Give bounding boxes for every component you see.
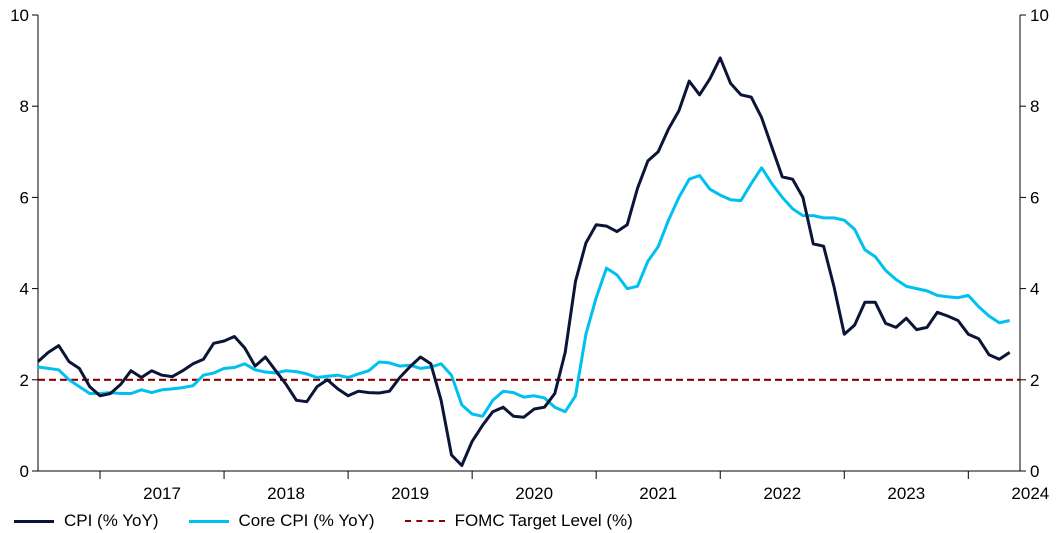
right-y-tick-label: 4 xyxy=(1030,280,1039,299)
legend-label-fomc-target: FOMC Target Level (%) xyxy=(454,511,633,530)
left-y-axis: 0 2 4 6 8 10 xyxy=(10,6,39,481)
x-tick-label: 2024 xyxy=(1011,484,1049,503)
legend-label-cpi: CPI (% YoY) xyxy=(64,511,159,530)
legend: CPI (% YoY) Core CPI (% YoY) FOMC Target… xyxy=(14,510,663,532)
right-y-tick-label: 0 xyxy=(1030,462,1039,481)
x-tick-label: 2020 xyxy=(515,484,553,503)
right-y-tick-label: 10 xyxy=(1030,6,1049,25)
legend-item-cpi: CPI (% YoY) xyxy=(14,511,159,531)
x-axis: 2017 2018 2019 2020 2021 2022 2023 2024 xyxy=(38,470,1049,503)
x-tick-label: 2019 xyxy=(391,484,429,503)
left-y-tick-label: 6 xyxy=(20,188,29,207)
x-tick-label: 2017 xyxy=(143,484,181,503)
legend-swatch-core-cpi xyxy=(188,519,229,523)
x-tick-label: 2022 xyxy=(763,484,801,503)
legend-label-core-cpi: Core CPI (% YoY) xyxy=(238,511,375,530)
right-y-tick-label: 6 xyxy=(1030,188,1039,207)
x-tick-label: 2021 xyxy=(639,484,677,503)
legend-swatch-cpi xyxy=(14,519,54,523)
right-y-tick-label: 2 xyxy=(1030,371,1039,390)
core-cpi-series-line xyxy=(37,166,1011,418)
left-y-tick-label: 4 xyxy=(20,280,29,299)
left-y-tick-label: 0 xyxy=(20,462,29,481)
left-y-tick-label: 10 xyxy=(10,6,29,25)
legend-swatch-fomc-target xyxy=(404,520,445,522)
x-tick-label: 2018 xyxy=(267,484,305,503)
legend-item-fomc-target: FOMC Target Level (%) xyxy=(404,511,633,531)
x-tick-label: 2023 xyxy=(887,484,925,503)
right-y-axis: 0 2 4 6 8 10 xyxy=(1019,6,1049,481)
legend-item-core-cpi: Core CPI (% YoY) xyxy=(188,511,375,531)
cpi-series-line xyxy=(37,56,1011,467)
left-y-tick-label: 8 xyxy=(20,97,29,116)
left-y-tick-label: 2 xyxy=(20,371,29,390)
right-y-tick-label: 8 xyxy=(1030,97,1039,116)
